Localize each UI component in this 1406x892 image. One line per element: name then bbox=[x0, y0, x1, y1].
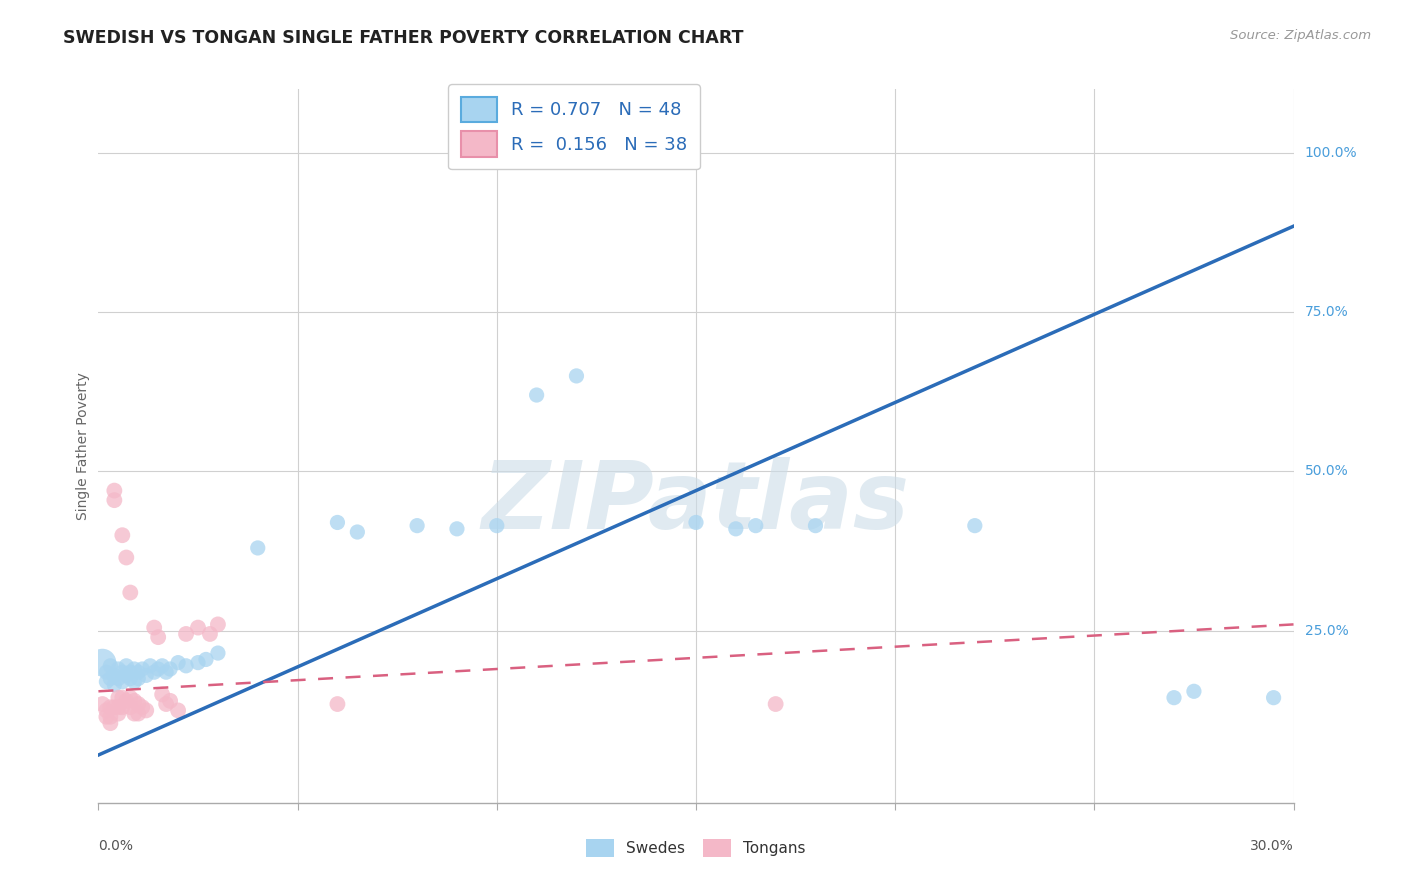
Point bbox=[107, 690, 129, 705]
Point bbox=[198, 627, 221, 641]
Point bbox=[565, 368, 588, 383]
Point bbox=[96, 710, 118, 724]
Point bbox=[107, 706, 129, 721]
Point bbox=[98, 658, 122, 673]
Point bbox=[127, 665, 149, 680]
Point bbox=[111, 690, 134, 705]
Point bbox=[143, 621, 166, 635]
Point bbox=[207, 646, 229, 660]
Point bbox=[326, 516, 349, 530]
Point bbox=[174, 658, 197, 673]
Point bbox=[159, 662, 181, 676]
Y-axis label: Single Father Poverty: Single Father Poverty bbox=[76, 372, 90, 520]
Point bbox=[107, 700, 129, 714]
Point bbox=[406, 518, 429, 533]
Text: 30.0%: 30.0% bbox=[1250, 838, 1294, 853]
Point bbox=[1263, 690, 1285, 705]
Point bbox=[107, 672, 129, 686]
Point bbox=[98, 672, 122, 686]
Point bbox=[765, 697, 787, 711]
Point bbox=[155, 697, 177, 711]
Point bbox=[91, 697, 114, 711]
Point bbox=[115, 668, 138, 682]
Point bbox=[346, 524, 368, 539]
Point bbox=[111, 665, 134, 680]
Point bbox=[120, 585, 142, 599]
Point bbox=[963, 518, 986, 533]
Point bbox=[111, 528, 134, 542]
Point bbox=[1163, 690, 1185, 705]
Point bbox=[246, 541, 269, 555]
Point bbox=[124, 706, 146, 721]
Text: SWEDISH VS TONGAN SINGLE FATHER POVERTY CORRELATION CHART: SWEDISH VS TONGAN SINGLE FATHER POVERTY … bbox=[63, 29, 744, 46]
Point bbox=[115, 658, 138, 673]
Point bbox=[135, 703, 157, 717]
Point bbox=[745, 518, 768, 533]
Point bbox=[120, 700, 142, 714]
Point bbox=[207, 617, 229, 632]
Point bbox=[1182, 684, 1205, 698]
Point bbox=[724, 522, 747, 536]
Point bbox=[446, 522, 468, 536]
Point bbox=[685, 516, 707, 530]
Point bbox=[127, 706, 149, 721]
Point bbox=[131, 662, 153, 676]
Point bbox=[107, 662, 129, 676]
Point bbox=[150, 688, 173, 702]
Point bbox=[139, 658, 162, 673]
Point bbox=[174, 627, 197, 641]
Point bbox=[167, 703, 190, 717]
Text: 0.0%: 0.0% bbox=[98, 838, 134, 853]
Text: Source: ZipAtlas.com: Source: ZipAtlas.com bbox=[1230, 29, 1371, 42]
Point bbox=[485, 518, 508, 533]
Legend: Swedes, Tongans: Swedes, Tongans bbox=[581, 833, 811, 863]
Point bbox=[103, 493, 125, 508]
Point bbox=[135, 668, 157, 682]
Point bbox=[148, 630, 170, 644]
Point bbox=[98, 700, 122, 714]
Point bbox=[526, 388, 548, 402]
Point bbox=[120, 690, 142, 705]
Point bbox=[96, 665, 118, 680]
Point bbox=[120, 672, 142, 686]
Point bbox=[96, 703, 118, 717]
Text: ZIPatlas: ZIPatlas bbox=[482, 457, 910, 549]
Point bbox=[155, 665, 177, 680]
Point bbox=[98, 710, 122, 724]
Point bbox=[103, 700, 125, 714]
Point bbox=[115, 694, 138, 708]
Point bbox=[195, 652, 218, 666]
Point bbox=[111, 674, 134, 689]
Point bbox=[326, 697, 349, 711]
Point bbox=[150, 658, 173, 673]
Text: 75.0%: 75.0% bbox=[1305, 305, 1348, 319]
Point bbox=[96, 674, 118, 689]
Point bbox=[120, 665, 142, 680]
Text: 25.0%: 25.0% bbox=[1305, 624, 1348, 638]
Point bbox=[159, 694, 181, 708]
Point bbox=[124, 662, 146, 676]
Point bbox=[103, 668, 125, 682]
Point bbox=[124, 674, 146, 689]
Point bbox=[115, 550, 138, 565]
Point bbox=[131, 700, 153, 714]
Point bbox=[148, 662, 170, 676]
Point bbox=[98, 716, 122, 731]
Point bbox=[187, 656, 209, 670]
Point bbox=[103, 483, 125, 498]
Point bbox=[124, 694, 146, 708]
Point bbox=[103, 678, 125, 692]
Point bbox=[127, 672, 149, 686]
Point bbox=[804, 518, 827, 533]
Point bbox=[91, 656, 114, 670]
Point bbox=[187, 621, 209, 635]
Text: 50.0%: 50.0% bbox=[1305, 465, 1348, 478]
Point bbox=[127, 697, 149, 711]
Point bbox=[167, 656, 190, 670]
Point bbox=[111, 700, 134, 714]
Point bbox=[143, 665, 166, 680]
Text: 100.0%: 100.0% bbox=[1305, 146, 1357, 160]
